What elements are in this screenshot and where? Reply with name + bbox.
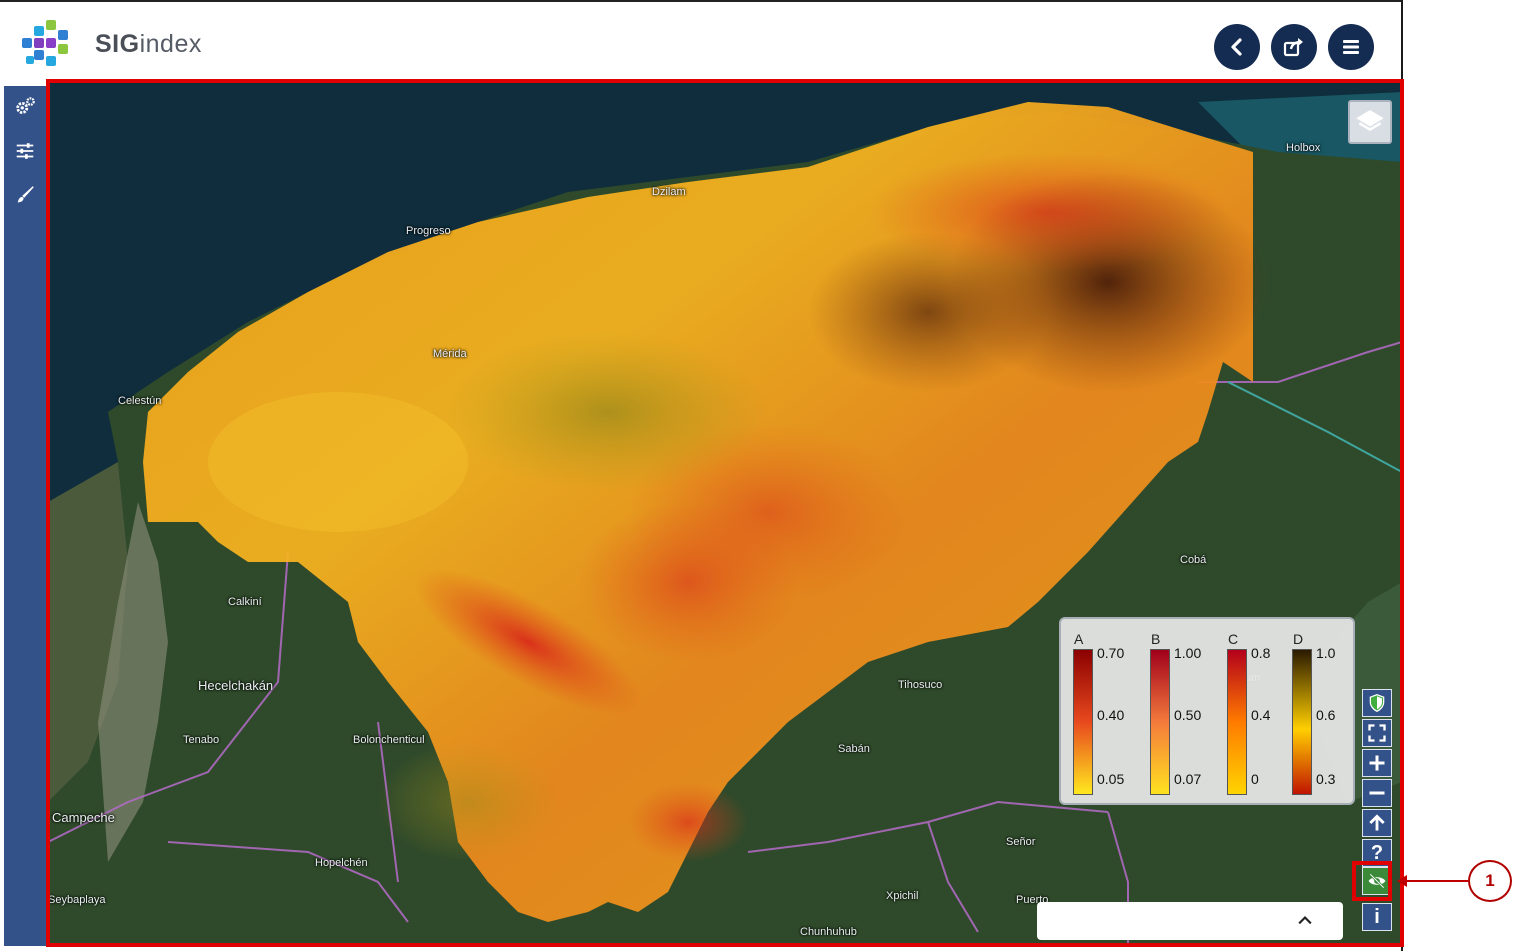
- legend-column: C 0.8 0.4 0: [1215, 631, 1285, 801]
- left-sidebar: [4, 86, 46, 946]
- zoom-in-button[interactable]: [1362, 749, 1392, 777]
- zoom-in-icon: [1369, 755, 1385, 771]
- place-label: Xpichil: [886, 890, 919, 902]
- legend-mid: 0.50: [1174, 707, 1202, 723]
- share-icon: [1283, 38, 1303, 57]
- app-title: SIGindex: [95, 30, 202, 58]
- callout-arrow-icon: [1397, 875, 1407, 887]
- legend-min: 0: [1251, 771, 1259, 787]
- share-button[interactable]: [1271, 24, 1317, 70]
- info-icon: i: [1374, 905, 1380, 928]
- shield-button[interactable]: [1362, 689, 1392, 717]
- north-up-button[interactable]: [1362, 809, 1392, 837]
- place-label: Bolonchenticul: [353, 734, 425, 746]
- place-label: Campeche: [52, 810, 115, 825]
- legend-min: 0.3: [1316, 771, 1336, 787]
- place-label: Seybaplaya: [48, 894, 106, 906]
- place-label: Señor: [1006, 836, 1036, 848]
- legend-min: 0.07: [1174, 771, 1202, 787]
- place-label: Dzilam: [652, 186, 686, 198]
- zoom-out-button[interactable]: [1362, 779, 1392, 807]
- legend-gradient: [1227, 649, 1247, 795]
- place-label: Hopelchén: [315, 857, 368, 869]
- chevron-up-icon: [1298, 915, 1312, 925]
- place-label: Tenabo: [183, 734, 220, 746]
- place-label: Cobá: [1180, 554, 1207, 566]
- sliders-icon: [16, 143, 34, 159]
- legend-title: A: [1074, 631, 1084, 647]
- fullscreen-button[interactable]: [1362, 719, 1392, 747]
- legend-title: C: [1228, 631, 1239, 647]
- legend-gradient: [1150, 649, 1170, 795]
- place-label: Progreso: [406, 225, 451, 237]
- fullscreen-icon: [1368, 724, 1386, 742]
- sidebar-item-settings[interactable]: [10, 92, 40, 122]
- legend-max: 1.0: [1316, 645, 1336, 661]
- legend-max: 1.00: [1174, 645, 1202, 661]
- eye-slash-icon: [1368, 873, 1386, 889]
- arrow-up-icon: [1369, 814, 1385, 831]
- place-label: Holbox: [1286, 142, 1321, 154]
- zoom-out-icon: [1369, 791, 1385, 795]
- legend-min: 0.05: [1097, 771, 1125, 787]
- menu-button[interactable]: [1328, 24, 1374, 70]
- legend-title: D: [1293, 631, 1304, 647]
- legend-max: 0.70: [1097, 645, 1125, 661]
- legend-column: B 1.00 0.50 0.07: [1138, 631, 1208, 801]
- layers-icon: [1356, 110, 1384, 131]
- callout-line: [1400, 880, 1468, 882]
- cogs-icon: [16, 97, 35, 114]
- map-canvas: [48, 82, 1402, 944]
- legend-max: 0.8: [1251, 645, 1271, 661]
- legend-mid: 0.4: [1251, 707, 1271, 723]
- bottom-panel-toggle[interactable]: [1037, 902, 1343, 940]
- callout-number: 1: [1468, 860, 1512, 902]
- sidebar-item-style[interactable]: [10, 180, 40, 210]
- info-button[interactable]: i: [1362, 903, 1392, 931]
- toggle-visibility-button[interactable]: [1362, 867, 1392, 895]
- legend-title: B: [1151, 631, 1161, 647]
- hamburger-menu-icon: [1343, 40, 1359, 54]
- legend-column: D 1.0 0.6 0.3: [1280, 631, 1350, 801]
- back-button[interactable]: [1214, 24, 1260, 70]
- place-label: Sabán: [838, 743, 870, 755]
- help-icon: ?: [1370, 841, 1384, 864]
- legend-gradient: [1073, 649, 1093, 795]
- place-label: Calkiní: [228, 596, 262, 608]
- legend-mid: 0.6: [1316, 707, 1336, 723]
- place-label: Mérida: [433, 348, 467, 360]
- place-label: Hecelchakán: [198, 678, 274, 693]
- place-label: Celestún: [118, 395, 162, 407]
- sidebar-item-filters[interactable]: [10, 136, 40, 166]
- chevron-left-icon: [1231, 38, 1242, 56]
- map-legend: A 0.70 0.40 0.05 B 1.00 0.50 0.07 C 0.8 …: [1059, 617, 1355, 805]
- help-button[interactable]: ?: [1362, 839, 1392, 867]
- place-label: Tihosuco: [898, 679, 943, 691]
- brush-icon: [17, 186, 34, 203]
- map-view[interactable]: Holbox Dzilam Progreso Celestún Mérida C…: [48, 82, 1402, 944]
- legend-mid: 0.40: [1097, 707, 1125, 723]
- legend-column: A 0.70 0.40 0.05: [1061, 631, 1131, 801]
- app-window: SIGindex: [0, 0, 1403, 951]
- legend-gradient: [1292, 649, 1312, 795]
- layers-button[interactable]: [1348, 100, 1392, 144]
- header-bar: SIGindex: [0, 0, 1401, 86]
- shield-icon: [1369, 693, 1385, 713]
- place-label: Chunhuhub: [800, 926, 857, 938]
- siginex-logo: [22, 20, 68, 66]
